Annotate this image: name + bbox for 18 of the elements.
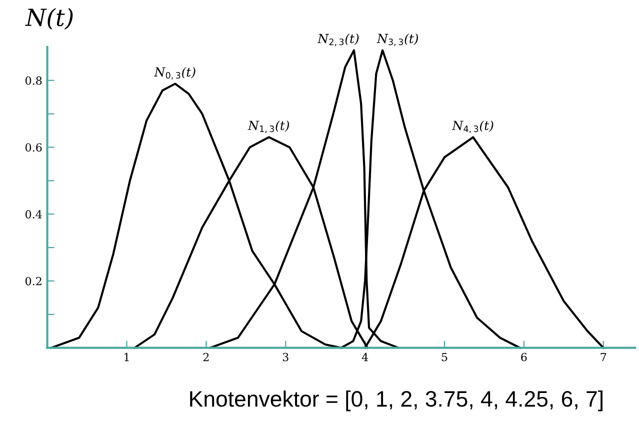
series-label: N$_{2,3}$(t) — [317, 34, 359, 46]
x-tick-label: 2 — [203, 352, 209, 362]
x-tick-label: 1 — [124, 352, 129, 362]
series-label: N$_{4,3}$(t) — [452, 120, 494, 134]
y-tick-label: 0.4 — [25, 210, 42, 218]
x-tick-label: 6 — [521, 352, 527, 362]
text: Knotenvektor = [0, 1, 2, 3.75, 4, 4.25, 6, 7] — [190, 390, 602, 412]
y-axis-title: N(t) — [25, 8, 73, 30]
y-tick-label: 0.6 — [25, 143, 42, 152]
x-tick-label: 3 — [282, 352, 288, 362]
series-label: N$_{0,3}$(t) — [154, 66, 196, 80]
x-tick-label: 7 — [600, 353, 606, 362]
x-tick-label: 5 — [442, 353, 448, 362]
series-label: N$_{3,3}$(t) — [376, 34, 418, 46]
y-tick-label: 0.2 — [25, 276, 42, 286]
y-tick-label: 0.8 — [25, 76, 42, 85]
series-label: N$_{1,3}$(t) — [248, 120, 290, 134]
x-tick-label: 4 — [362, 352, 368, 362]
